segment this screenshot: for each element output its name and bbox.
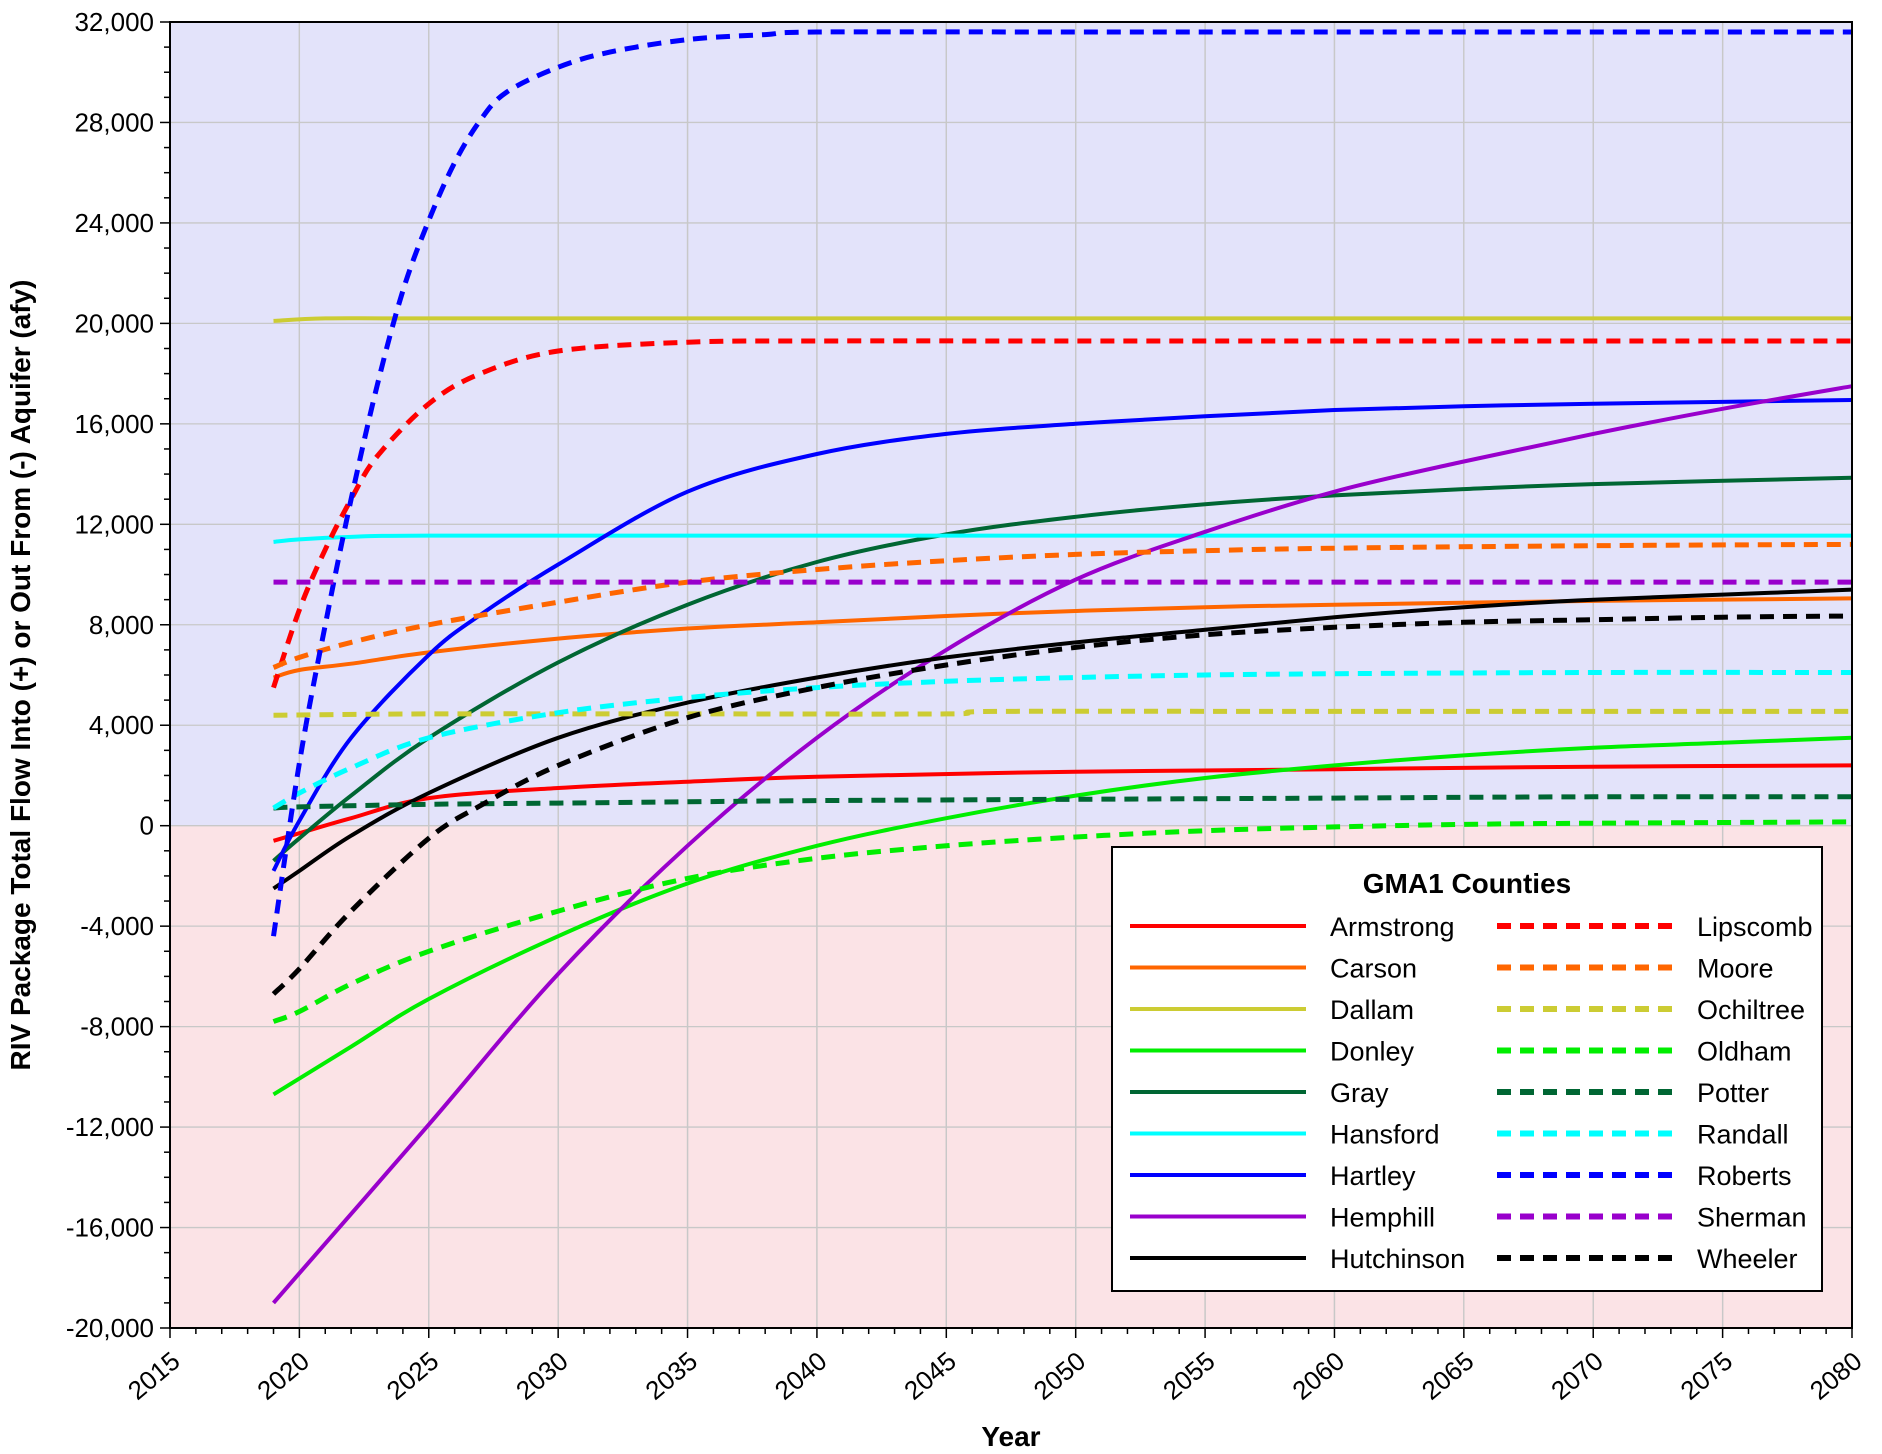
legend-item-oldham: Oldham xyxy=(1497,1037,1792,1067)
series-wheeler-line xyxy=(271,613,1853,996)
legend-label: Dallam xyxy=(1330,995,1414,1025)
legend-item-dallam: Dallam xyxy=(1130,995,1414,1025)
y-tick-label-11: 24,000 xyxy=(74,208,154,238)
legend-item-wheeler: Wheeler xyxy=(1497,1244,1798,1274)
y-tick-label-0: -20,000 xyxy=(66,1313,154,1343)
series-carson-line xyxy=(272,596,1853,680)
legend-label: Sherman xyxy=(1697,1203,1807,1233)
legend-item-carson: Carson xyxy=(1130,954,1417,984)
legend-label: Gray xyxy=(1330,1078,1389,1108)
x-tick-label-2035: 2035 xyxy=(639,1346,703,1406)
legend-item-hemphill: Hemphill xyxy=(1130,1203,1435,1233)
legend-item-hutchinson: Hutchinson xyxy=(1130,1244,1465,1274)
series-lines xyxy=(271,29,1853,1305)
series-randall-line xyxy=(272,669,1853,811)
legend-label: Roberts xyxy=(1697,1161,1792,1191)
y-tick-label-6: 4,000 xyxy=(89,710,154,740)
x-tick-label-2030: 2030 xyxy=(510,1346,574,1406)
legend-item-lipscomb: Lipscomb xyxy=(1497,912,1813,942)
series-hutchinson-line xyxy=(272,587,1853,891)
x-tick-label-2045: 2045 xyxy=(898,1346,962,1406)
legend-item-roberts: Roberts xyxy=(1497,1161,1792,1191)
y-tick-label-13: 32,000 xyxy=(74,7,154,37)
legend-label: Carson xyxy=(1330,954,1417,984)
legend: GMA1 Counties Armstrong Carson Dallam Donle… xyxy=(1111,846,1823,1292)
x-tick-label-2065: 2065 xyxy=(1416,1346,1480,1406)
x-tick-label-2055: 2055 xyxy=(1157,1346,1221,1406)
y-tick-label-4: -4,000 xyxy=(80,911,154,941)
legend-label: Oldham xyxy=(1697,1037,1792,1067)
legend-item-armstrong: Armstrong xyxy=(1130,912,1455,942)
axis-ticks xyxy=(160,21,1853,1338)
series-donley-line xyxy=(272,735,1853,1097)
x-tick-label-2080: 2080 xyxy=(1804,1346,1868,1406)
x-tick-label-2025: 2025 xyxy=(381,1346,445,1406)
x-tick-label-2075: 2075 xyxy=(1675,1346,1739,1406)
y-tick-label-8: 12,000 xyxy=(74,509,154,539)
legend-label: Potter xyxy=(1697,1078,1769,1108)
legend-item-donley: Donley xyxy=(1130,1037,1415,1067)
y-tick-label-10: 20,000 xyxy=(74,308,154,338)
legend-label: Hemphill xyxy=(1330,1203,1435,1233)
y-tick-label-1: -16,000 xyxy=(66,1213,154,1243)
legend-item-ochiltree: Ochiltree xyxy=(1497,995,1805,1025)
legend-label: Hansford xyxy=(1330,1120,1440,1150)
y-tick-label-5: 0 xyxy=(140,811,154,841)
y-tick-label-12: 28,000 xyxy=(74,107,154,137)
series-hemphill-line xyxy=(271,384,1853,1305)
legend-item-hartley: Hartley xyxy=(1130,1161,1416,1191)
series-dallam-line xyxy=(273,316,1852,323)
series-oldham-line xyxy=(272,819,1853,1024)
legend-label: Wheeler xyxy=(1697,1244,1798,1274)
y-tick-label-3: -8,000 xyxy=(80,1012,154,1042)
x-tick-labels: 2015 2020 2025 2030 2035 2040 2045 2050 2055 2060… xyxy=(122,1346,1868,1406)
legend-label: Donley xyxy=(1330,1037,1415,1067)
series-roberts-line xyxy=(271,29,1852,937)
x-tick-label-2060: 2060 xyxy=(1286,1346,1350,1406)
legend-item-potter: Potter xyxy=(1497,1078,1769,1108)
y-tick-label-9: 16,000 xyxy=(74,409,154,439)
legend-item-gray: Gray xyxy=(1130,1078,1389,1108)
x-tick-label-2050: 2050 xyxy=(1028,1346,1092,1406)
y-tick-label-2: -12,000 xyxy=(66,1112,154,1142)
legend-label: Armstrong xyxy=(1330,912,1455,942)
y-tick-label-7: 8,000 xyxy=(89,610,154,640)
series-hansford-line xyxy=(273,533,1852,544)
series-lipscomb-line xyxy=(271,338,1852,689)
y-axis-title: RIV Package Total Flow Into (+) or Out F… xyxy=(5,279,36,1070)
legend-label: Hutchinson xyxy=(1330,1244,1465,1274)
x-tick-label-2040: 2040 xyxy=(769,1346,833,1406)
series-ochiltree-line xyxy=(273,708,1852,718)
legend-item-moore: Moore xyxy=(1497,954,1774,984)
legend-label: Ochiltree xyxy=(1697,995,1805,1025)
legend-title: GMA1 Counties xyxy=(1363,868,1571,899)
series-hartley-line xyxy=(271,398,1853,872)
legend-label: Hartley xyxy=(1330,1161,1416,1191)
legend-item-randall: Randall xyxy=(1497,1120,1789,1150)
legend-label: Randall xyxy=(1697,1120,1789,1150)
x-tick-label-2070: 2070 xyxy=(1545,1346,1609,1406)
series-moore-line xyxy=(272,541,1853,670)
legend-item-hansford: Hansford xyxy=(1130,1120,1440,1150)
legend-item-sherman: Sherman xyxy=(1497,1203,1807,1233)
x-tick-label-2015: 2015 xyxy=(122,1346,186,1406)
legend-label: Lipscomb xyxy=(1697,912,1813,942)
y-tick-labels: -20,000 -16,000 -12,000 -8,000 -4,000 0 4,000 8… xyxy=(66,7,154,1343)
x-tick-label-2020: 2020 xyxy=(251,1346,315,1406)
x-axis-title: Year xyxy=(981,1421,1040,1452)
series-armstrong-line xyxy=(272,763,1853,843)
legend-label: Moore xyxy=(1697,954,1774,984)
